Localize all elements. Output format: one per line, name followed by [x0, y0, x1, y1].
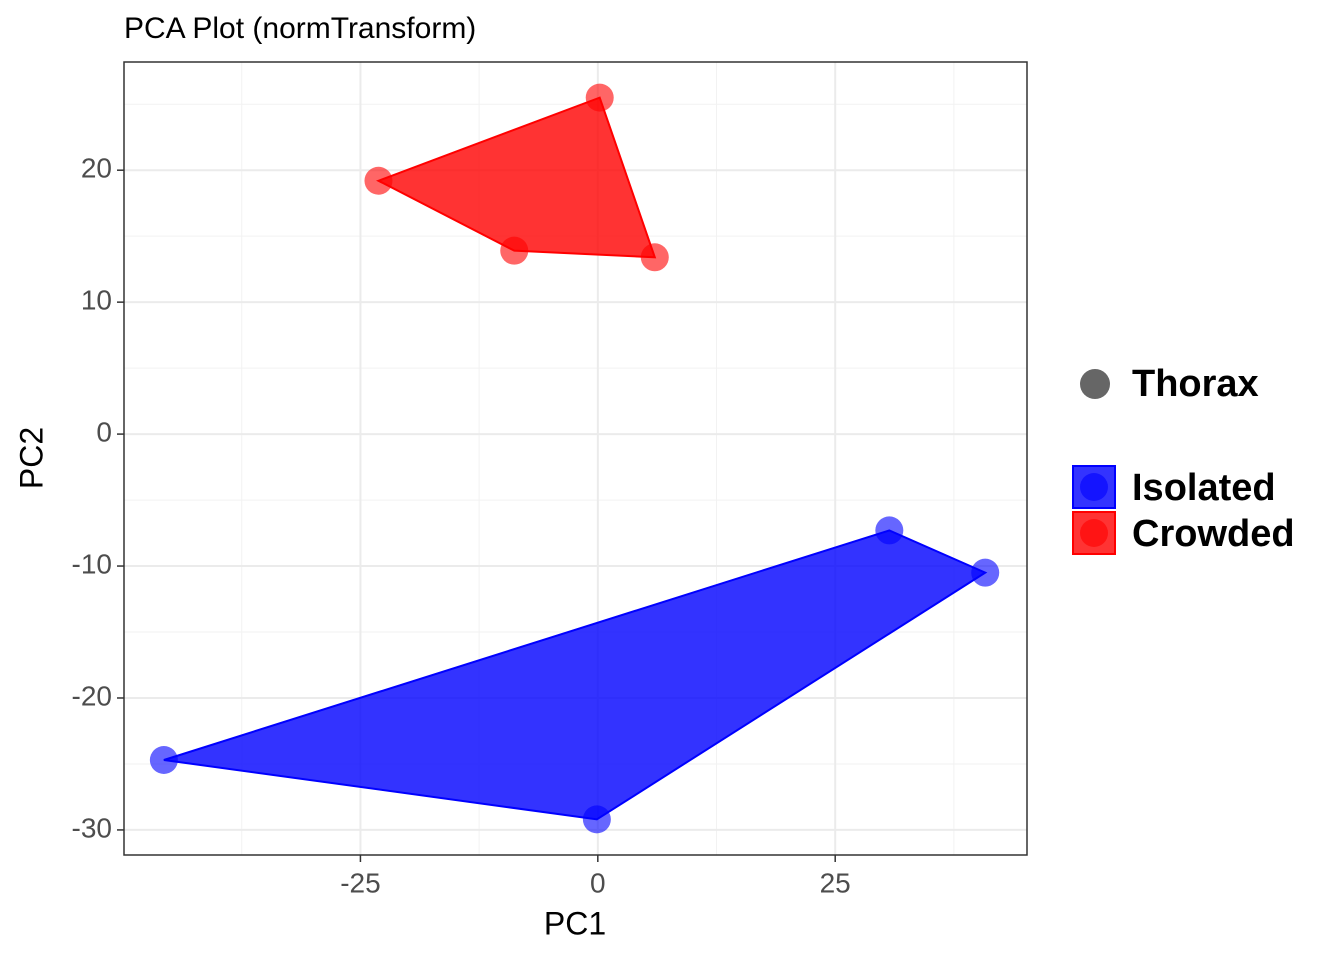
legend-label: Crowded [1132, 513, 1295, 555]
y-tick-label: -10 [72, 548, 112, 579]
point [149, 745, 178, 774]
y-tick-label: 0 [96, 416, 112, 447]
y-tick-label: 20 [81, 153, 112, 184]
plot-border [123, 61, 1028, 856]
chart-title: PCA Plot (normTransform) [124, 12, 476, 45]
y-tick-label: -30 [72, 812, 112, 843]
point [971, 558, 1000, 587]
legend-label: Thorax [1132, 363, 1259, 405]
y-tick-label: -20 [72, 680, 112, 711]
point [640, 243, 669, 272]
x-tick-label: -25 [340, 867, 380, 898]
point [500, 236, 529, 265]
x-tick-label: 0 [590, 867, 606, 898]
y-tick-label: 10 [81, 285, 112, 316]
x-tick-label: 25 [820, 867, 851, 898]
y-axis-title: PC2 [13, 427, 49, 489]
legend-key-point [1080, 519, 1108, 547]
point [364, 166, 393, 195]
legend-shape [1080, 369, 1110, 399]
x-axis-title: PC1 [544, 905, 606, 941]
point [582, 805, 611, 834]
legend-label: Isolated [1132, 467, 1276, 509]
hull [376, 96, 657, 259]
point [585, 83, 614, 112]
point [875, 516, 904, 545]
hull [163, 529, 988, 821]
legend-key-point [1080, 473, 1108, 501]
